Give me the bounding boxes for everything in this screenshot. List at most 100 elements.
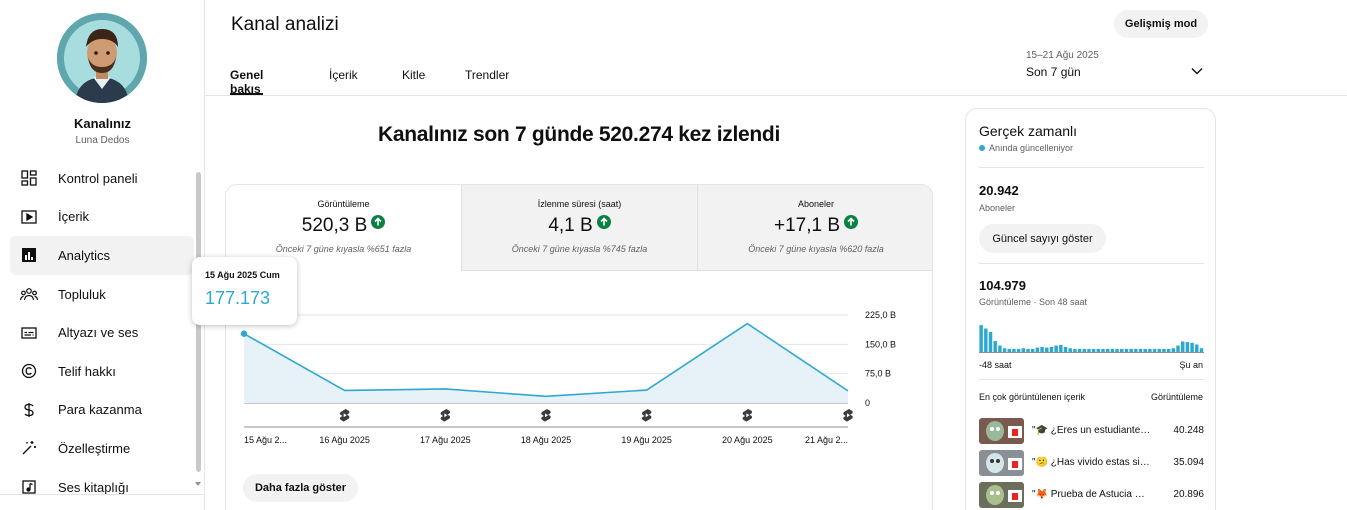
x-tick-label: 17 Ağu 2025 [420, 435, 471, 445]
shorts-icon[interactable] [843, 409, 853, 422]
realtime-bar[interactable] [1007, 348, 1012, 353]
show-live-count-button[interactable]: Güncel sayıyı göster [979, 224, 1106, 253]
realtime-bar[interactable] [1120, 348, 1124, 353]
realtime-views-label: Görüntüleme · Son 48 saat [979, 297, 1088, 307]
show-more-button[interactable]: Daha fazla göster [243, 474, 358, 502]
realtime-bar[interactable] [1035, 347, 1040, 353]
realtime-bar[interactable] [1105, 348, 1110, 353]
shorts-icon[interactable] [440, 409, 451, 422]
realtime-bar[interactable] [1021, 348, 1026, 353]
realtime-bar[interactable] [1115, 348, 1119, 353]
realtime-bar[interactable] [1063, 346, 1068, 353]
sidebar-item-dashboard[interactable]: Kontrol paneli [10, 159, 194, 198]
realtime-bar[interactable] [988, 331, 993, 353]
realtime-bar[interactable] [1054, 345, 1058, 353]
metric-label: Görüntüleme [317, 199, 370, 209]
chevron-down-icon[interactable] [1191, 62, 1203, 80]
x-tick-label: 19 Ağu 2025 [621, 435, 672, 445]
tab-trends[interactable]: Trendler [465, 68, 510, 82]
realtime-bar[interactable] [998, 345, 1002, 353]
realtime-bar[interactable] [979, 325, 983, 353]
realtime-bar[interactable] [1162, 348, 1166, 353]
y-tick-label: 150,0 B [865, 339, 896, 349]
realtime-bar[interactable] [1091, 348, 1096, 353]
realtime-bar[interactable] [1185, 342, 1190, 353]
realtime-bar[interactable] [1068, 348, 1072, 353]
realtime-bar[interactable] [1101, 348, 1105, 353]
realtime-bar[interactable] [1199, 348, 1204, 353]
sidebar-item-monetization[interactable]: Para kazanma [10, 391, 194, 430]
metric-views[interactable]: Görüntüleme 520,3 B Önceki 7 güne kıyasl… [226, 185, 462, 271]
top-content-row[interactable]: "🦊 Prueba de Astucia 🐶... 20.896 [979, 482, 1204, 508]
top-content-row[interactable]: "😕 ¿Has vivido estas situa... 35.094 [979, 450, 1204, 476]
realtime-bar[interactable] [1059, 344, 1063, 353]
sidebar-item-label: Telif hakkı [58, 363, 116, 379]
realtime-bar[interactable] [1124, 348, 1129, 353]
shorts-icon[interactable] [742, 409, 753, 422]
realtime-bar[interactable] [984, 328, 988, 353]
realtime-bar[interactable] [993, 341, 997, 353]
avatar[interactable] [57, 13, 147, 103]
realtime-bar[interactable] [1166, 348, 1171, 353]
realtime-bar[interactable] [1016, 348, 1021, 353]
realtime-bar[interactable] [1143, 348, 1147, 353]
metric-watch-time[interactable]: İzlenme süresi (saat) 4,1 B Önceki 7 gün… [462, 185, 698, 271]
realtime-bar[interactable] [1134, 348, 1138, 353]
realtime-bar[interactable] [1077, 348, 1082, 353]
realtime-bar[interactable] [1012, 348, 1016, 353]
metric-subscribers[interactable]: Aboneler +17,1 B Önceki 7 güne kıyasla %… [698, 185, 932, 271]
tab-overview[interactable]: Genel bakış [230, 68, 264, 96]
realtime-bar-chart [979, 325, 1204, 354]
dashboard-icon [20, 169, 38, 187]
shorts-icon[interactable] [339, 409, 350, 422]
sidebar-item-subtitles[interactable]: Altyazı ve ses [10, 313, 194, 352]
tooltip-value: 177.173 [205, 288, 271, 308]
date-range[interactable]: 15–21 Ağu 2025 [1026, 50, 1099, 61]
metric-note: Önceki 7 güne kıyasla %745 fazla [511, 244, 648, 254]
advanced-mode-button[interactable]: Gelişmiş mod [1114, 10, 1208, 38]
realtime-bar[interactable] [1082, 348, 1087, 353]
data-point [240, 330, 248, 337]
sidebar-item-analytics[interactable]: Analytics [10, 236, 194, 275]
sidebar-item-label: Para kazanma [58, 402, 142, 418]
realtime-bar[interactable] [1138, 348, 1143, 353]
realtime-bar[interactable] [1002, 348, 1007, 353]
sidebar-item-customization[interactable]: Özelleştirme [10, 429, 194, 468]
realtime-bar[interactable] [1195, 344, 1199, 354]
sidebar-item-content[interactable]: İçerik [10, 198, 194, 237]
tab-audience[interactable]: Kitle [402, 68, 426, 82]
sidebar-item-audio-library[interactable]: Ses kitaplığı [10, 468, 194, 507]
top-content-views-header: Görüntüleme [1150, 392, 1203, 402]
sidebar-item-copyright[interactable]: Telif hakkı [10, 352, 194, 391]
sidebar-item-label: Altyazı ve ses [58, 325, 139, 341]
realtime-bar[interactable] [1096, 348, 1101, 353]
sidebar-item-community[interactable]: Topluluk [10, 275, 194, 314]
realtime-bar[interactable] [1040, 346, 1044, 353]
realtime-bar[interactable] [1110, 348, 1115, 353]
realtime-bar[interactable] [1152, 348, 1157, 353]
realtime-bar[interactable] [1180, 341, 1185, 353]
shorts-icon[interactable] [641, 409, 652, 422]
realtime-bar[interactable] [1045, 347, 1049, 353]
realtime-bar[interactable] [1190, 342, 1194, 353]
realtime-bar[interactable] [1176, 345, 1180, 353]
top-content-row[interactable]: "🎓 ¿Eres un estudiante de... 40.248 [979, 418, 1204, 444]
realtime-bar[interactable] [1171, 348, 1176, 353]
metric-note: Önceki 7 güne kıyasla %651 fazla [275, 244, 412, 254]
realtime-bar[interactable] [1148, 348, 1152, 353]
scroll-down-icon[interactable] [195, 482, 201, 486]
realtime-bar[interactable] [1157, 348, 1162, 353]
headline: Kanalınız son 7 günde 520.274 kez izlend… [378, 123, 780, 146]
realtime-bar[interactable] [1073, 348, 1077, 353]
video-title: "🎓 ¿Eres un estudiante de... [1032, 425, 1152, 436]
date-range-label[interactable]: Son 7 gün [1026, 65, 1081, 79]
sidebar-item-label: Özelleştirme [58, 440, 131, 456]
tab-content[interactable]: İçerik [329, 68, 358, 82]
realtime-bar[interactable] [1049, 346, 1054, 353]
metric-label: Aboneler [797, 199, 835, 209]
shorts-icon[interactable] [541, 409, 551, 422]
realtime-bar[interactable] [1030, 348, 1035, 353]
realtime-bar[interactable] [1026, 348, 1030, 353]
realtime-bar[interactable] [1129, 348, 1133, 353]
realtime-bar[interactable] [1087, 348, 1091, 353]
